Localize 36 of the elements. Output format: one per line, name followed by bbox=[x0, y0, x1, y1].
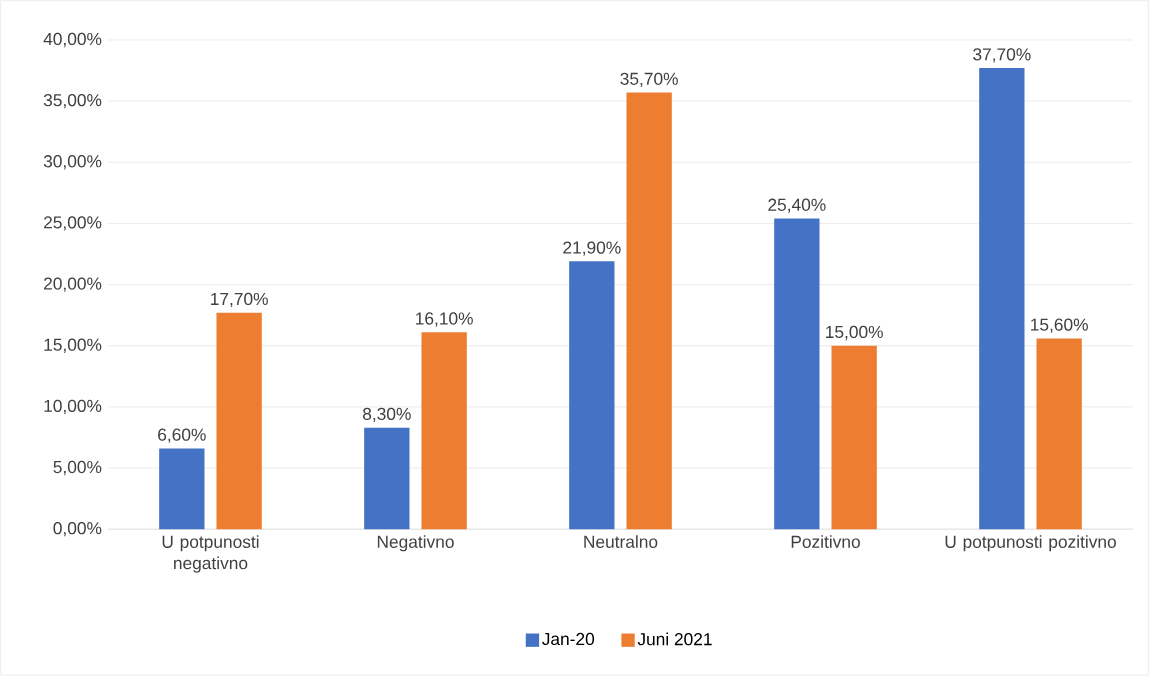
bar bbox=[626, 92, 672, 530]
data-label: 17,70% bbox=[211, 292, 268, 308]
data-label: 25,40% bbox=[768, 198, 826, 214]
data-label: 21,90% bbox=[563, 241, 621, 256]
y-tick-label: 5,00% bbox=[53, 460, 102, 476]
y-tick-label: 20,00% bbox=[44, 277, 102, 292]
y-tick-label: 40,00% bbox=[43, 32, 102, 48]
bar bbox=[216, 312, 262, 530]
bar bbox=[1036, 338, 1082, 530]
bar bbox=[421, 332, 467, 530]
y-tick-label: 25,00% bbox=[44, 216, 102, 231]
data-label: 15,00% bbox=[826, 325, 883, 341]
bar bbox=[364, 427, 410, 530]
data-label: 8,30% bbox=[363, 407, 411, 423]
x-tick-label: Negativno bbox=[377, 535, 454, 552]
x-tick-label: U potpunosti pozitivno bbox=[945, 535, 1116, 552]
bar bbox=[979, 68, 1025, 530]
y-tick-label: 0,00% bbox=[53, 522, 102, 537]
bar bbox=[159, 448, 205, 530]
x-tick-label: Neutralno bbox=[584, 535, 658, 549]
y-tick-label: 30,00% bbox=[43, 155, 102, 170]
bar bbox=[569, 261, 615, 530]
data-label: 16,10% bbox=[416, 312, 473, 327]
data-label: 35,70% bbox=[620, 72, 678, 88]
x-tick-label: U potpunosti negativno bbox=[162, 535, 259, 573]
data-label: 15,60% bbox=[1031, 318, 1088, 333]
x-tick-label: Pozitivno bbox=[791, 535, 860, 549]
y-tick-label: 15,00% bbox=[44, 338, 102, 353]
bar bbox=[774, 218, 820, 530]
data-label: 6,60% bbox=[158, 428, 206, 443]
y-tick-label: 10,00% bbox=[44, 399, 102, 415]
legend-label: Jan-20 bbox=[542, 632, 595, 646]
bar bbox=[831, 345, 877, 530]
y-tick-label: 35,00% bbox=[43, 94, 102, 109]
data-label: 37,70% bbox=[973, 48, 1031, 63]
legend-label: Juni 2021 bbox=[637, 632, 712, 646]
